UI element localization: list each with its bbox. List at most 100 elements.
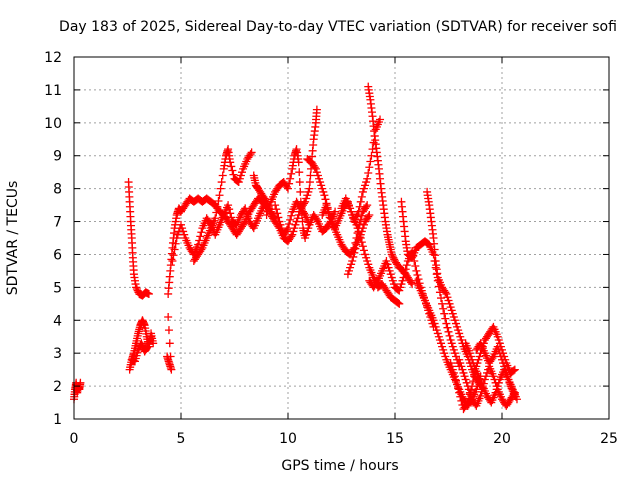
data-point xyxy=(312,215,321,224)
data-point xyxy=(168,257,177,266)
data-point xyxy=(462,400,471,409)
data-point xyxy=(285,179,294,188)
data-point xyxy=(455,388,464,397)
data-point xyxy=(408,280,417,289)
data-point xyxy=(310,163,319,172)
data-point xyxy=(456,392,465,401)
data-point xyxy=(364,169,373,178)
data-point xyxy=(454,384,463,393)
x-tick-label: 15 xyxy=(386,431,404,447)
data-point xyxy=(217,178,226,187)
data-point xyxy=(274,213,283,222)
data-point xyxy=(76,378,85,387)
data-point xyxy=(224,201,233,210)
y-tick-label: 10 xyxy=(44,116,62,132)
x-tick-label: 20 xyxy=(493,431,511,447)
data-point xyxy=(437,294,446,303)
data-point xyxy=(228,166,237,175)
data-point xyxy=(450,372,459,381)
data-point xyxy=(413,271,422,280)
data-point xyxy=(440,309,449,318)
data-point xyxy=(294,158,303,167)
data-point xyxy=(246,150,255,159)
data-point xyxy=(227,213,236,222)
data-point xyxy=(376,115,385,124)
data-point xyxy=(394,298,403,307)
chart-title: Day 183 of 2025, Sidereal Day-to-day VTE… xyxy=(59,19,617,35)
data-point xyxy=(451,376,460,385)
data-point xyxy=(363,201,372,210)
data-point xyxy=(164,312,173,321)
data-point xyxy=(357,211,366,220)
data-point xyxy=(365,210,374,219)
y-tick-label: 7 xyxy=(53,215,62,231)
data-point xyxy=(395,299,404,308)
data-point xyxy=(364,212,373,221)
data-point xyxy=(287,232,296,241)
data-point xyxy=(357,192,366,201)
y-axis-label: SDTVAR / TECUs xyxy=(5,181,21,296)
data-point xyxy=(225,205,234,214)
data-point xyxy=(149,339,158,348)
data-point xyxy=(399,273,408,282)
data-point xyxy=(325,213,334,222)
data-point xyxy=(355,202,364,211)
grid-lines xyxy=(74,57,609,419)
data-point xyxy=(272,205,281,214)
data-point xyxy=(261,196,270,205)
data-point xyxy=(273,209,282,218)
data-point xyxy=(348,257,357,266)
y-tick-label: 2 xyxy=(53,379,62,395)
data-point xyxy=(287,169,296,178)
data-point xyxy=(488,354,497,363)
data-point xyxy=(320,191,329,200)
data-point xyxy=(227,162,236,171)
y-tick-label: 5 xyxy=(53,280,62,296)
data-point xyxy=(349,252,358,261)
y-tick-label: 12 xyxy=(44,50,62,66)
data-point xyxy=(510,391,519,400)
data-point xyxy=(214,196,223,205)
data-point xyxy=(226,209,235,218)
data-point xyxy=(322,201,331,210)
x-tick-label: 10 xyxy=(279,431,297,447)
data-point xyxy=(197,228,206,237)
data-points xyxy=(70,82,521,414)
data-point xyxy=(441,288,450,297)
y-tick-label: 1 xyxy=(53,412,62,428)
data-point xyxy=(171,239,180,248)
data-point xyxy=(363,174,372,183)
data-point xyxy=(367,151,376,160)
x-tick-label: 5 xyxy=(177,431,186,447)
data-point xyxy=(211,214,220,223)
y-tick-label: 4 xyxy=(53,313,62,329)
data-point xyxy=(438,299,447,308)
data-point xyxy=(271,201,280,210)
data-point xyxy=(286,215,295,224)
data-point xyxy=(229,170,238,179)
data-point xyxy=(412,266,421,275)
data-point xyxy=(247,148,256,157)
data-point xyxy=(218,171,227,180)
data-point xyxy=(442,319,451,328)
y-tick-label: 3 xyxy=(53,346,62,362)
data-point xyxy=(166,352,175,361)
data-point xyxy=(372,278,381,287)
data-point xyxy=(143,343,152,352)
data-point xyxy=(165,339,174,348)
y-tick-label: 6 xyxy=(53,247,62,263)
data-point xyxy=(411,261,420,270)
data-point xyxy=(287,211,296,220)
data-point xyxy=(295,178,304,187)
data-point xyxy=(401,265,410,274)
data-point xyxy=(170,245,179,254)
data-point xyxy=(350,248,359,257)
data-point xyxy=(321,195,330,204)
data-point xyxy=(510,365,519,374)
data-point xyxy=(457,396,466,405)
data-point xyxy=(226,158,235,167)
y-tick-label: 9 xyxy=(53,149,62,165)
data-point xyxy=(285,220,294,229)
